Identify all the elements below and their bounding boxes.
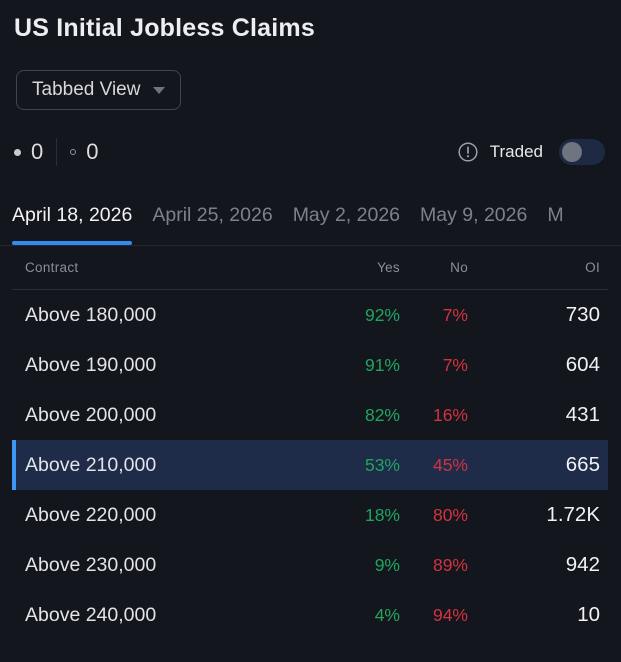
contracts-table: Contract Yes No OI Above 180,000 92% 7% … — [12, 246, 608, 640]
yes-price[interactable]: 53% — [364, 454, 400, 475]
chevron-down-icon — [153, 86, 166, 94]
open-interest: 665 — [565, 453, 600, 476]
traded-toggle[interactable] — [559, 139, 605, 165]
no-price[interactable]: 80% — [432, 504, 468, 525]
tab-date-0[interactable]: April 18, 2026 — [12, 204, 133, 245]
table-row[interactable]: Above 230,000 9% 89% 942 — [12, 540, 608, 590]
table-row[interactable]: Above 220,000 18% 80% 1.72K — [12, 490, 608, 540]
contract-name: Above 200,000 — [25, 403, 157, 426]
traded-group: Traded — [458, 139, 605, 165]
no-price[interactable]: 89% — [432, 554, 468, 575]
no-price[interactable]: 7% — [442, 354, 468, 375]
header-oi: OI — [585, 260, 600, 275]
stats-row: 0 0 Traded — [14, 136, 605, 168]
stat-filled: 0 — [14, 139, 43, 165]
open-interest: 431 — [565, 403, 600, 426]
yes-price[interactable]: 91% — [364, 354, 400, 375]
table-row-selected[interactable]: Above 210,000 53% 45% 665 — [12, 440, 608, 490]
header-yes: Yes — [377, 260, 400, 275]
open-interest: 604 — [565, 353, 600, 376]
no-price[interactable]: 94% — [432, 604, 468, 625]
date-tab-bar: April 18, 2026 April 25, 2026 May 2, 202… — [0, 204, 621, 246]
stat-outline: 0 — [70, 139, 99, 165]
no-price[interactable]: 7% — [442, 304, 468, 325]
yes-price[interactable]: 4% — [374, 604, 400, 625]
market-page: US Initial Jobless Claims Tabbed View 0 … — [0, 14, 621, 640]
header-no: No — [450, 260, 468, 275]
dot-filled-icon — [14, 148, 21, 156]
yes-price[interactable]: 9% — [374, 554, 400, 575]
contract-name: Above 220,000 — [25, 503, 157, 526]
yes-price[interactable]: 92% — [364, 304, 400, 325]
contract-name: Above 240,000 — [25, 603, 157, 626]
view-selector-dropdown[interactable]: Tabbed View — [16, 70, 182, 110]
header-contract: Contract — [25, 260, 79, 275]
dot-outline-icon — [70, 149, 77, 155]
toggle-knob — [562, 142, 582, 162]
page-title: US Initial Jobless Claims — [14, 14, 315, 42]
contract-name: Above 180,000 — [25, 303, 157, 326]
tab-date-2[interactable]: May 2, 2026 — [292, 204, 401, 226]
tab-date-3[interactable]: May 9, 2026 — [420, 204, 528, 226]
table-row[interactable]: Above 240,000 4% 94% 10 — [12, 590, 608, 640]
no-price[interactable]: 45% — [432, 454, 468, 475]
no-price[interactable]: 16% — [432, 404, 468, 425]
yes-price[interactable]: 82% — [364, 404, 400, 425]
stat-filled-value: 0 — [31, 139, 44, 164]
table-header-row: Contract Yes No OI — [12, 246, 608, 290]
contract-name: Above 210,000 — [25, 453, 157, 476]
table-row[interactable]: Above 180,000 92% 7% 730 — [12, 290, 608, 340]
open-interest: 10 — [577, 603, 600, 626]
stats-divider — [56, 138, 58, 166]
yes-price[interactable]: 18% — [364, 504, 400, 525]
view-selector-label: Tabbed View — [32, 79, 141, 100]
contract-name: Above 190,000 — [25, 353, 157, 376]
info-circle-icon — [458, 142, 478, 162]
open-interest: 1.72K — [546, 503, 600, 526]
contract-name: Above 230,000 — [25, 553, 157, 576]
tab-date-1[interactable]: April 25, 2026 — [152, 204, 273, 226]
open-interest: 730 — [565, 303, 600, 326]
table-row[interactable]: Above 190,000 91% 7% 604 — [12, 340, 608, 390]
table-row[interactable]: Above 200,000 82% 16% 431 — [12, 390, 608, 440]
stat-outline-value: 0 — [86, 139, 99, 164]
tab-date-4[interactable]: M — [547, 204, 564, 226]
open-interest: 942 — [565, 553, 600, 576]
traded-label: Traded — [489, 142, 543, 161]
